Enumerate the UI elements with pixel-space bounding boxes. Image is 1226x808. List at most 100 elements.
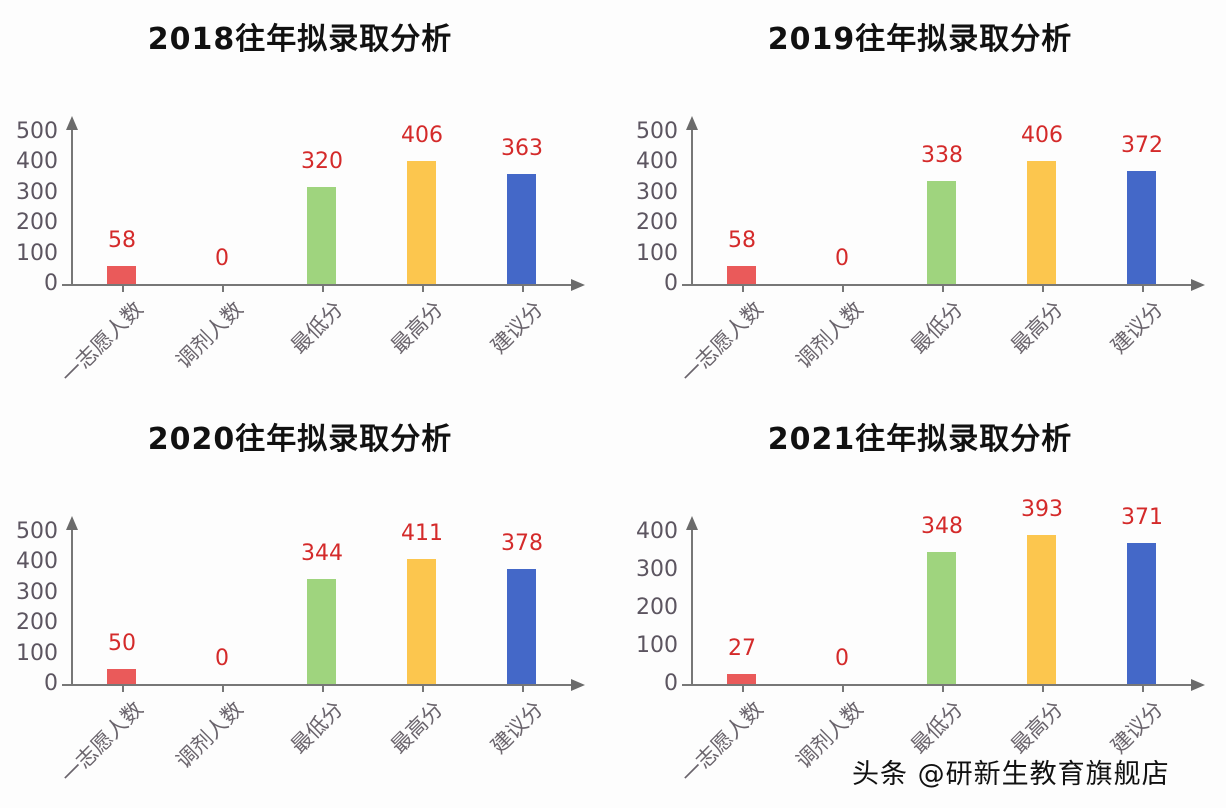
bar-3 <box>927 551 956 684</box>
chart-panel-2: 2019往年拟录取分析 0 100 200 300 400 500 58 一志愿人数 0 调剂人数 3… <box>620 0 1226 404</box>
chart-title: 2018往年拟录取分析 <box>147 22 453 57</box>
x-tick <box>422 685 424 692</box>
value-label: 378 <box>501 531 543 557</box>
y-axis <box>691 124 693 284</box>
value-label: 0 <box>215 646 229 671</box>
x-category-label: 建议分 <box>1106 296 1168 359</box>
x-category-label: 建议分 <box>486 696 548 759</box>
bar-1 <box>107 668 136 684</box>
x-category-label: 最高分 <box>1006 296 1068 359</box>
chart-title: 2020往年拟录取分析 <box>147 422 453 457</box>
bar-1 <box>727 266 756 284</box>
y-tick-label: 0 <box>664 671 678 696</box>
bar-5 <box>507 569 536 684</box>
x-tick <box>1142 685 1144 692</box>
value-label: 27 <box>728 635 756 661</box>
value-label: 406 <box>401 122 443 148</box>
value-label: 0 <box>835 646 849 671</box>
x-category-label: 最低分 <box>286 296 348 359</box>
value-label: 411 <box>401 521 443 547</box>
y-tick-label: 300 <box>636 179 678 205</box>
x-category-label: 调剂人数 <box>791 296 868 374</box>
x-axis-arrow-icon <box>571 679 585 691</box>
x-tick <box>1042 285 1044 292</box>
y-axis-arrow-icon <box>686 116 698 130</box>
y-tick-label: 200 <box>636 595 678 620</box>
y-tick-label: 100 <box>16 640 58 666</box>
x-category-label: 一志愿人数 <box>56 296 148 389</box>
value-label: 372 <box>1121 132 1163 158</box>
bar-3 <box>307 579 336 684</box>
y-tick-label: 300 <box>636 557 678 582</box>
bar-4 <box>407 559 436 684</box>
value-label: 50 <box>108 630 136 656</box>
value-label: 58 <box>108 228 136 254</box>
y-tick-label: 0 <box>44 271 58 296</box>
x-axis <box>682 684 1194 686</box>
x-tick <box>842 685 844 692</box>
chart-panel-1: 2018往年拟录取分析 0 100 200 300 400 500 58 一志愿人数 0 调剂人数 3… <box>0 0 613 404</box>
x-tick <box>942 685 944 692</box>
x-tick <box>422 285 424 292</box>
y-tick-label: 100 <box>636 240 678 266</box>
value-label: 344 <box>301 541 343 567</box>
x-axis <box>62 284 574 286</box>
y-tick-label: 400 <box>16 549 58 575</box>
x-tick <box>522 285 524 292</box>
bar-4 <box>1027 534 1056 684</box>
bar-4 <box>1027 160 1056 284</box>
bar-3 <box>307 186 336 284</box>
y-axis <box>71 524 73 684</box>
x-category-label: 最高分 <box>386 296 448 359</box>
x-category-label: 建议分 <box>1106 696 1168 759</box>
bar-4 <box>407 160 436 284</box>
x-tick <box>1042 685 1044 692</box>
y-axis-arrow-icon <box>66 116 78 130</box>
x-category-label: 最低分 <box>286 696 348 759</box>
y-tick-label: 500 <box>16 119 58 144</box>
x-tick <box>222 685 224 692</box>
bar-1 <box>107 266 136 284</box>
value-label: 58 <box>728 228 756 254</box>
y-tick-label: 300 <box>16 579 58 605</box>
y-tick-label: 0 <box>44 671 58 696</box>
x-axis-arrow-icon <box>1191 279 1205 291</box>
value-label: 338 <box>921 143 963 169</box>
y-axis <box>691 524 693 684</box>
value-label: 348 <box>921 513 963 539</box>
x-category-label: 一志愿人数 <box>676 296 768 389</box>
x-tick <box>742 685 744 692</box>
value-label: 320 <box>301 148 343 174</box>
x-category-label: 调剂人数 <box>171 296 248 374</box>
y-tick-label: 200 <box>16 610 58 636</box>
x-tick <box>322 285 324 292</box>
x-axis-arrow-icon <box>571 279 585 291</box>
y-tick-label: 200 <box>636 210 678 236</box>
x-tick <box>742 285 744 292</box>
x-tick <box>522 685 524 692</box>
bar-5 <box>1127 170 1156 284</box>
bar-5 <box>507 173 536 284</box>
x-category-label: 最高分 <box>1006 696 1068 759</box>
x-tick <box>322 685 324 692</box>
y-tick-label: 300 <box>16 179 58 205</box>
value-label: 393 <box>1021 496 1063 522</box>
y-axis-arrow-icon <box>66 516 78 530</box>
x-tick <box>122 685 124 692</box>
y-tick-label: 100 <box>636 633 678 658</box>
x-category-label: 最低分 <box>906 296 968 359</box>
chart-title: 2019往年拟录取分析 <box>767 22 1073 57</box>
x-category-label: 建议分 <box>486 296 548 359</box>
x-category-label: 一志愿人数 <box>56 696 148 789</box>
y-tick-label: 400 <box>636 149 678 175</box>
y-tick-label: 400 <box>636 519 678 544</box>
watermark: 头条 @研新生教育旗舰店 <box>852 759 1170 790</box>
y-tick-label: 200 <box>16 210 58 236</box>
value-label: 0 <box>835 246 849 271</box>
y-tick-label: 0 <box>664 271 678 296</box>
x-category-label: 一志愿人数 <box>676 696 768 789</box>
x-tick <box>122 285 124 292</box>
x-axis <box>62 684 574 686</box>
x-tick <box>942 285 944 292</box>
y-axis <box>71 124 73 284</box>
